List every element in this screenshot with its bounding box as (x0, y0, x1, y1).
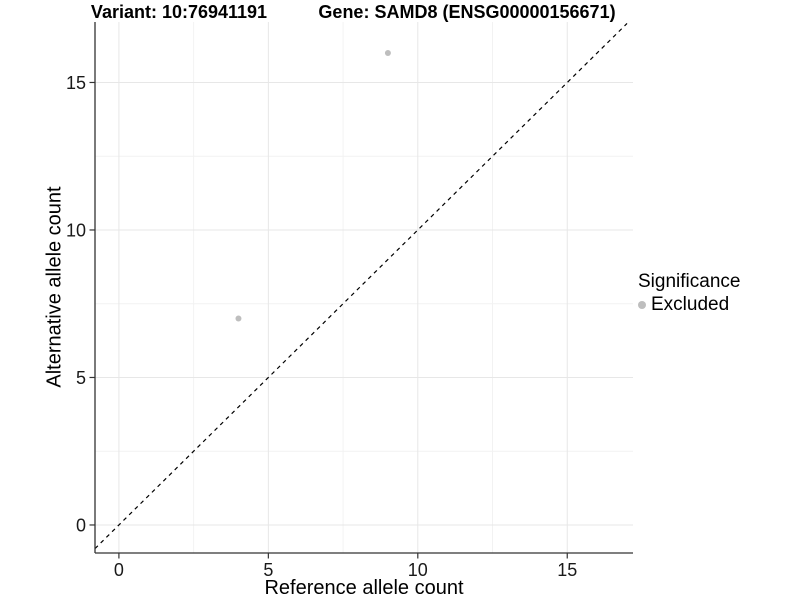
y-tick-label: 15 (66, 73, 86, 93)
legend-marker-circle-icon (638, 301, 646, 309)
data-point (235, 315, 242, 322)
x-tick-label: 5 (263, 560, 273, 580)
y-tick-label: 10 (66, 220, 86, 240)
y-tick-label: 0 (76, 515, 86, 535)
y-axis-title: Alternative allele count (43, 186, 66, 388)
legend: Significance Excluded (638, 271, 740, 316)
legend-entry-label: Excluded (651, 294, 730, 315)
legend-entry-excluded: Excluded (638, 294, 740, 316)
x-axis-title: Reference allele count (264, 577, 464, 599)
x-tick-label: 0 (114, 560, 124, 580)
x-tick-label: 10 (408, 560, 428, 580)
x-tick-label: 15 (557, 560, 577, 580)
y-tick-label: 5 (76, 368, 86, 388)
data-point (384, 49, 391, 56)
identity-dashed-line (94, 23, 628, 550)
legend-title: Significance (638, 271, 741, 292)
plot-title-gene: Gene: SAMD8 (ENSG00000156671) (318, 2, 616, 22)
plot-title-variant: Variant: 10:76941191 (90, 2, 268, 22)
